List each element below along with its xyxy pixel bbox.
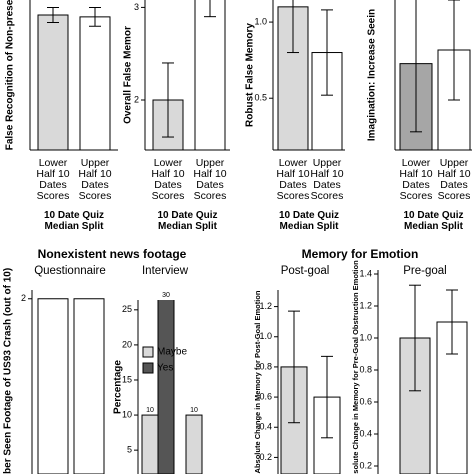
legend-label: Maybe [157, 347, 187, 358]
value-label: 10 [146, 407, 154, 414]
x-axis-label: 10 Date Quiz Median Split [403, 210, 464, 232]
y-tick-label: 0.5 [254, 93, 267, 103]
subtitle: Questionnaire [34, 265, 106, 277]
value-label: 30 [162, 292, 170, 299]
chart-title: Nonexistent news footage [38, 247, 187, 261]
x-tick-label: Upper Half 10 Dates Scores [78, 157, 112, 202]
legend-swatch [142, 346, 154, 358]
y-tick-label: 0.6 [259, 391, 272, 401]
y-tick-label: 0.4 [359, 428, 372, 438]
plot-area [141, 300, 203, 474]
y-tick-label: 1.0 [254, 16, 267, 26]
y-axis-label: Imagination: Increase Seein [367, 9, 378, 141]
plot-area [37, 7, 111, 150]
y-tick-label: 0.2 [259, 452, 272, 462]
plot-area [399, 284, 468, 474]
y-tick-label: 1.0 [359, 332, 372, 342]
y-tick-label: 1.2 [359, 300, 372, 310]
plot-area [399, 0, 471, 150]
y-tick-label: 1.0 [259, 331, 272, 341]
bar [194, 0, 226, 150]
y-tick-label: 0.4 [259, 422, 272, 432]
plot-area [277, 0, 343, 150]
bar [185, 414, 203, 474]
bar [37, 14, 69, 150]
x-axis-label: 10 Date Quiz Median Split [43, 210, 105, 232]
y-tick-label: 2 [21, 293, 26, 303]
bar [157, 300, 175, 474]
plot-area [37, 298, 105, 474]
bar [79, 16, 111, 150]
y-tick-label: 0.8 [259, 361, 272, 371]
subtitle: Pre-goal [403, 265, 446, 277]
x-tick-label: Lower Half 10 Dates Scores [36, 157, 70, 202]
x-tick-label: Lower Half 10 Dates Scores [276, 157, 310, 202]
bar [73, 298, 105, 474]
y-axis-label: False Recognition of Non-prese [5, 0, 16, 150]
y-axis-label: Robust False Memory [245, 23, 256, 127]
x-tick-label: Lower Half 10 Dates Scores [151, 157, 185, 202]
y-axis-label: Overall False Memor [123, 26, 134, 124]
x-tick-label: Upper Half 10 Dates Scores [310, 157, 344, 202]
y-tick-label: 0.2 [359, 460, 372, 470]
subtitle: Interview [142, 265, 189, 277]
y-tick-label: 1.4 [359, 268, 372, 278]
x-tick-label: Upper Half 10 Dates Scores [437, 157, 471, 202]
x-axis-label: 10 Date Quiz Median Split [278, 210, 340, 232]
plot-area [152, 0, 226, 150]
y-axis-label: Absolute Change in Memory for Pre-Goal O… [351, 260, 360, 474]
x-axis-label: 10 Date Quiz Median Split [157, 210, 218, 232]
y-tick-label: 2 [134, 94, 139, 104]
legend-label: Yes [157, 363, 173, 374]
subtitle: Post-goal [281, 265, 330, 277]
x-tick-label: Lower Half 10 Dates Scores [399, 157, 433, 202]
y-tick-label: 0.6 [359, 396, 372, 406]
y-axis-label: Absolute Change in Memory for Post-Goal … [253, 290, 262, 473]
value-label: 10 [190, 407, 198, 414]
legend-swatch [142, 362, 154, 374]
y-tick-label: 5 [127, 445, 132, 455]
y-axis-label: Number Seen Footage of US93 Crash (out o… [3, 268, 14, 474]
y-tick-label: 25 [122, 304, 132, 314]
y-tick-label: 20 [122, 339, 132, 349]
y-tick-label: 15 [122, 374, 132, 384]
y-tick-label: 0.8 [359, 364, 372, 374]
x-tick-label: Upper Half 10 Dates Scores [193, 157, 227, 202]
chart-title: Memory for Emotion [302, 247, 419, 261]
y-tick-label: 3 [134, 2, 139, 12]
y-axis-label: Percentage [113, 360, 124, 414]
y-tick-label: 10 [122, 409, 132, 419]
bar [141, 414, 159, 474]
y-tick-label: 1.2 [259, 301, 272, 311]
bar [37, 298, 69, 474]
plot-area [280, 310, 341, 474]
